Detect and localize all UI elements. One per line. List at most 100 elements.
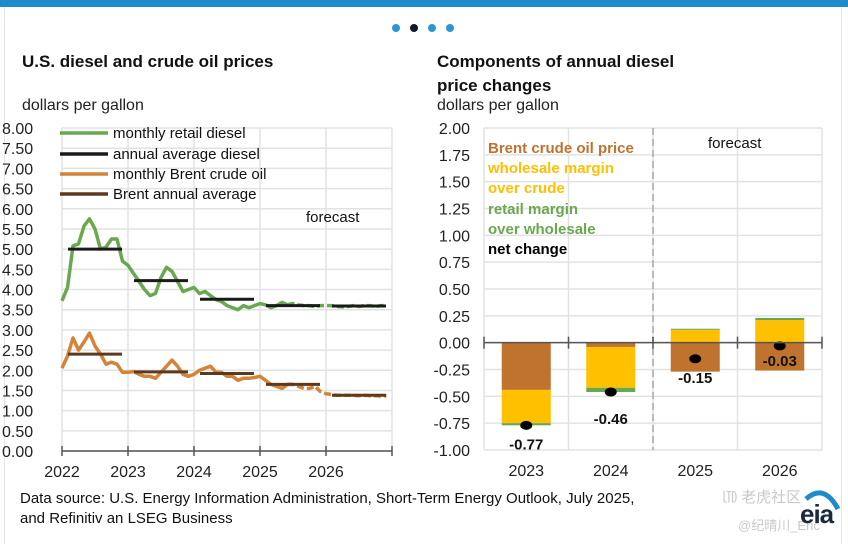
left-y-tick-label: 5.50 [2, 222, 33, 239]
left-y-tick-label: 0.00 [2, 444, 33, 461]
right-y-tick-label: 1.75 [439, 148, 470, 165]
right-chart-title-line1: Components of annual diesel [437, 52, 675, 71]
left-y-tick-label: 3.50 [2, 303, 33, 320]
bar-2023-component-2 [501, 389, 551, 424]
net-change-marker-2024 [604, 387, 617, 397]
right-y-tick-label: 0.75 [439, 255, 470, 272]
right-y-tick-label: 1.00 [439, 228, 470, 245]
net-change-marker-2025 [689, 354, 702, 364]
legend-label: annual average diesel [113, 146, 260, 163]
bar-2025-component-2 [670, 329, 720, 343]
left-x-tick-label: 2026 [308, 464, 344, 481]
right-legend: Brent crude oil price wholesale margin ov… [487, 140, 634, 258]
legend-label: retail margin [488, 201, 578, 218]
legend-label: Brent crude oil price [488, 140, 634, 157]
card-frame [4, 7, 842, 544]
right-y-tick-label: -1.00 [434, 443, 471, 460]
left-legend: monthly retail diesel annual average dies… [60, 125, 266, 203]
carousel-dot-3[interactable] [428, 24, 436, 32]
eia-logo-arc-icon [804, 490, 841, 511]
left-y-tick-label: 3.00 [2, 323, 33, 340]
left-y-tick-label: 7.00 [2, 161, 33, 178]
left-x-tick-label: 2024 [176, 464, 212, 481]
legend-label: monthly Brent crude oil [113, 166, 266, 183]
right-x-tick-label: 2026 [762, 463, 798, 480]
eia-logo: eia [800, 490, 841, 530]
data-source: Data source: U.S. Energy Information Adm… [20, 489, 634, 529]
left-series [60, 217, 387, 398]
right-y-tick-label: 2.00 [439, 121, 470, 138]
legend-label: over crude [488, 180, 565, 197]
right-zero-axis [483, 336, 823, 349]
bar-2026-component-2 [755, 320, 805, 343]
right-x-axis: 2023 2024 2025 2026 [508, 463, 797, 480]
right-y-tick-label: -0.75 [434, 416, 471, 433]
bar-2026-component-3 [755, 317, 805, 321]
bar-2024-component-2 [586, 346, 636, 388]
right-x-tick-label: 2025 [677, 463, 713, 480]
legend-label: wholesale margin [487, 160, 614, 177]
left-y-tick-label: 2.50 [2, 343, 33, 360]
left-y-tick-label: 6.50 [2, 182, 33, 199]
watermark-line2: @纪晴川_Eric [738, 518, 820, 533]
legend-label: net change [488, 241, 567, 258]
left-y-tick-label: 1.00 [2, 404, 33, 421]
left-y-tick-label: 4.50 [2, 262, 33, 279]
left-x-tick-label: 2025 [242, 464, 278, 481]
net-change-label-2023: -0.77 [509, 436, 543, 453]
right-chart-unit: dollars per gallon [437, 97, 559, 114]
carousel-dot-1[interactable] [392, 24, 400, 32]
right-y-tick-label: 1.50 [439, 175, 470, 192]
net-change-label-2026: -0.03 [763, 353, 797, 370]
left-y-axis: 0.00 0.50 1.00 1.50 2.00 2.50 3.00 3.50 4.00 4.50… [2, 121, 33, 461]
left-x-tick-label: 2022 [44, 464, 80, 481]
right-y-tick-label: 0.00 [439, 336, 470, 353]
left-y-tick-label: 6.00 [2, 202, 33, 219]
carousel-dot-2[interactable] [410, 24, 418, 32]
bar-2023-component-1 [501, 342, 551, 390]
right-y-tick-label: 1.25 [439, 202, 470, 219]
left-y-tick-label: 0.50 [2, 424, 33, 441]
net-change-marker-2023 [520, 420, 533, 430]
left-y-tick-label: 8.00 [2, 121, 33, 138]
right-y-tick-label: -0.25 [434, 363, 471, 380]
legend-label: Brent annual average [113, 186, 256, 203]
carousel-dot-4[interactable] [446, 24, 454, 32]
left-chart-unit: dollars per gallon [22, 97, 144, 114]
right-y-tick-label: 0.25 [439, 309, 470, 326]
right-forecast-label: forecast [708, 135, 762, 152]
left-chart-title: U.S. diesel and crude oil prices [22, 52, 274, 71]
right-bars: -0.77 -0.46 -0.15 -0.03 [501, 317, 805, 453]
left-y-tick-label: 5.00 [2, 242, 33, 259]
left-y-tick-label: 4.00 [2, 283, 33, 300]
right-y-tick-label: -0.50 [434, 389, 471, 406]
eia-logo-text: eia [800, 499, 834, 529]
legend-label: over wholesale [488, 221, 596, 238]
left-y-tick-label: 2.00 [2, 363, 33, 380]
left-x-tick-label: 2023 [110, 464, 146, 481]
bar-2024-component-1 [586, 342, 636, 347]
line-monthly-retail-diesel [60, 217, 294, 312]
left-grid [61, 127, 393, 452]
right-grid [483, 127, 823, 451]
net-change-marker-2026 [773, 341, 786, 351]
left-y-tick-label: 7.50 [2, 141, 33, 158]
bar-2025-component-3 [670, 328, 720, 330]
right-y-axis: -1.00 -0.75 -0.50 -0.25 0.00 0.25 0.50 0.75 1.00… [434, 121, 471, 460]
left-forecast-label: forecast [306, 209, 360, 226]
right-x-tick-label: 2023 [508, 463, 544, 480]
left-y-tick-label: 1.50 [2, 383, 33, 400]
line-monthly-brent-crude-oil [60, 331, 293, 391]
carousel-dots [392, 24, 454, 32]
watermark-line1: ㋏ 老虎社区 [722, 489, 802, 506]
right-chart-title-line2: price changes [437, 76, 552, 95]
net-change-label-2025: -0.15 [678, 370, 712, 387]
right-y-tick-label: 0.50 [439, 282, 470, 299]
right-x-tick-label: 2024 [593, 463, 629, 480]
net-change-label-2024: -0.46 [594, 411, 628, 428]
data-source-line1: Data source: U.S. Energy Information Adm… [20, 490, 635, 507]
left-x-axis: 2022 2023 2024 2025 2026 [44, 446, 393, 481]
data-source-line2: and Refinitiv an LSEG Business [20, 510, 233, 527]
top-accent-bar [0, 0, 848, 7]
